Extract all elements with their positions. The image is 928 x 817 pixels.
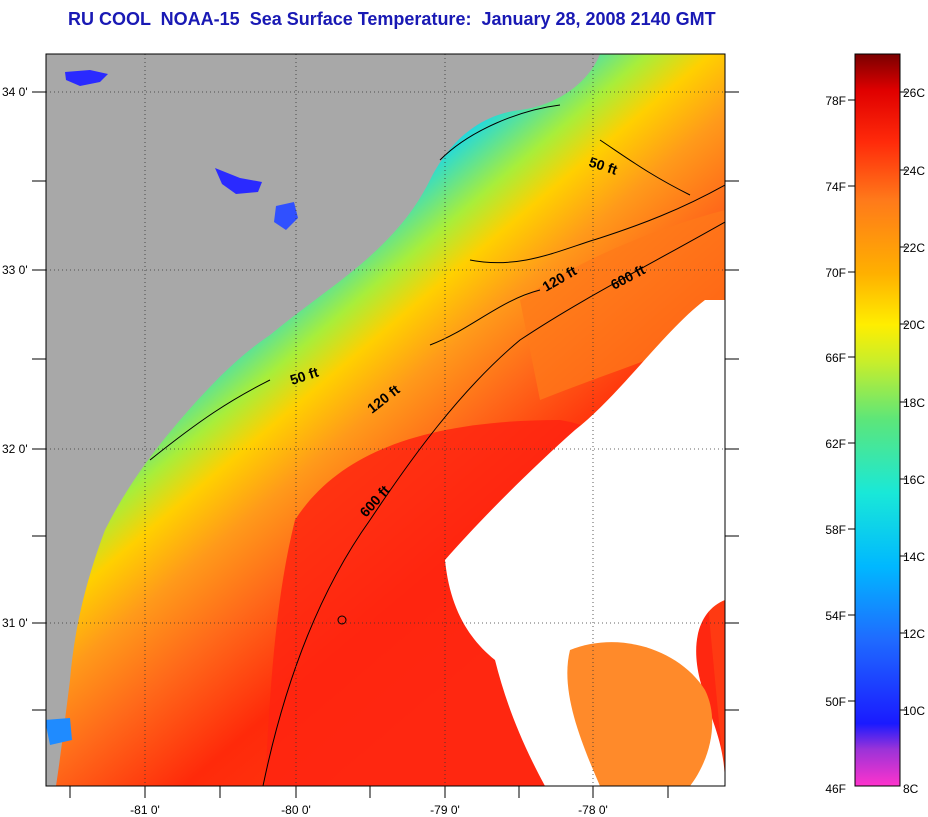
isobath-50ft-line (149, 379, 271, 461)
colorbar-c-label: 18C (903, 396, 925, 410)
colorbar-ticks (848, 91, 907, 711)
isobath-120ft-line (429, 289, 541, 346)
colorbar-f-label: 66F (825, 351, 846, 365)
colorbar-f-label: 58F (825, 523, 846, 537)
inland-lake (215, 168, 262, 194)
colorbar-c-label: 16C (903, 473, 925, 487)
colorbar-f-label: 70F (825, 266, 846, 280)
isobath-600ft-line (262, 221, 725, 786)
lon-label: -79 0' (430, 803, 460, 817)
map-panel: 50 ft 50 ft 120 ft 120 ft 600 ft 600 ft (46, 54, 725, 786)
lat-label: 34 0' (2, 85, 28, 99)
colorbar-c-label: 24C (903, 164, 925, 178)
isobath-120ft-line (469, 184, 725, 264)
colorbar-f-label: 54F (825, 609, 846, 623)
colorbar-c-label: 14C (903, 550, 925, 564)
lat-label: 32 0' (2, 442, 28, 456)
map-title: RU COOL NOAA-15 Sea Surface Temperature:… (68, 9, 716, 29)
isobath-50ft-line (439, 104, 691, 196)
colorbar-f-label: 62F (825, 437, 846, 451)
colorbar-c-label: 10C (903, 704, 925, 718)
lat-label: 31 0' (2, 616, 28, 630)
lat-label: 33 0' (2, 263, 28, 277)
inland-lake (274, 202, 298, 230)
colorbar-f-label: 50F (825, 695, 846, 709)
land (46, 54, 600, 786)
colorbar: 78F 74F 70F 66F 62F 58F 54F 50F 46F 26C … (825, 53, 925, 796)
map-frame (45, 53, 726, 787)
colorbar-c-label: 22C (903, 241, 925, 255)
lon-label: -78 0' (578, 803, 608, 817)
colorbar-f-label: 46F (825, 782, 846, 796)
inland-lake (65, 70, 108, 86)
contour-ring (337, 615, 347, 625)
colorbar-f-label: 74F (825, 180, 846, 194)
colorbar-c-label: 26C (903, 86, 925, 100)
colorbar-c-label: 12C (903, 627, 925, 641)
warm-shelf-edge (520, 210, 725, 400)
colorbar-c-label: 8C (903, 782, 919, 796)
colorbar-f-label: 78F (825, 94, 846, 108)
colorbar-ramp (854, 53, 901, 787)
clear-patch (567, 642, 713, 786)
axis-ticks (32, 91, 739, 798)
colorbar-c-label: 20C (903, 318, 925, 332)
lon-label: -80 0' (281, 803, 311, 817)
lon-label: -81 0' (130, 803, 160, 817)
inland-lake (46, 718, 72, 745)
